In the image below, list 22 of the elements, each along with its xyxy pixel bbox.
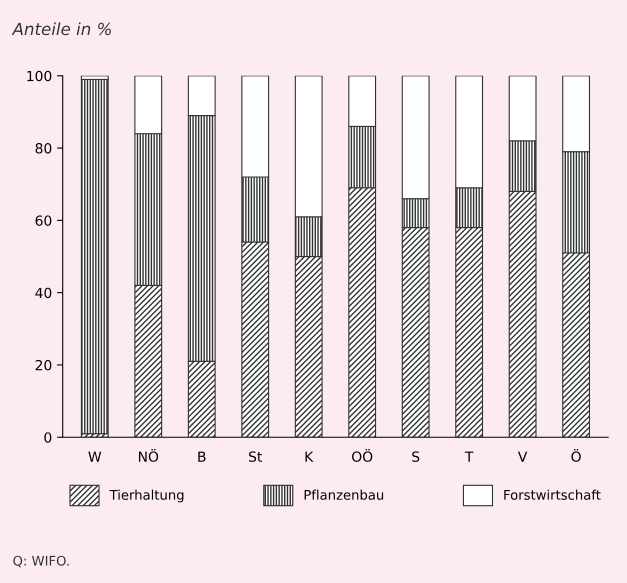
x-tick-label: W xyxy=(88,452,102,462)
y-tick-label: 40 xyxy=(35,288,52,298)
y-tick-label: 20 xyxy=(36,360,52,370)
text: Q: WIFO. xyxy=(13,556,69,568)
x-tick-label: Ö xyxy=(571,449,581,462)
legend-label: Forstwirtschaft xyxy=(504,490,601,500)
y-tick-label: 60 xyxy=(36,215,52,226)
x-tick-label: St xyxy=(249,451,262,462)
x-tick-label: T xyxy=(464,452,474,462)
y-tick-label: 100 xyxy=(27,70,52,82)
y-tick-label: 80 xyxy=(36,143,52,154)
x-tick-label: B xyxy=(198,452,206,462)
x-tick-label: V xyxy=(518,452,528,462)
legend-label: Tierhaltung xyxy=(110,490,184,502)
x-tick-label: NÖ xyxy=(138,449,158,462)
y-axis-title: Anteile in % xyxy=(12,22,111,36)
x-tick-label: K xyxy=(306,452,314,462)
legend-label: Pflanzenbau xyxy=(304,490,384,500)
y-tick-label: 0 xyxy=(44,432,52,443)
bar xyxy=(80,78,109,434)
x-tick-label: S xyxy=(412,451,420,462)
x-tick-label: OÖ xyxy=(352,449,372,462)
